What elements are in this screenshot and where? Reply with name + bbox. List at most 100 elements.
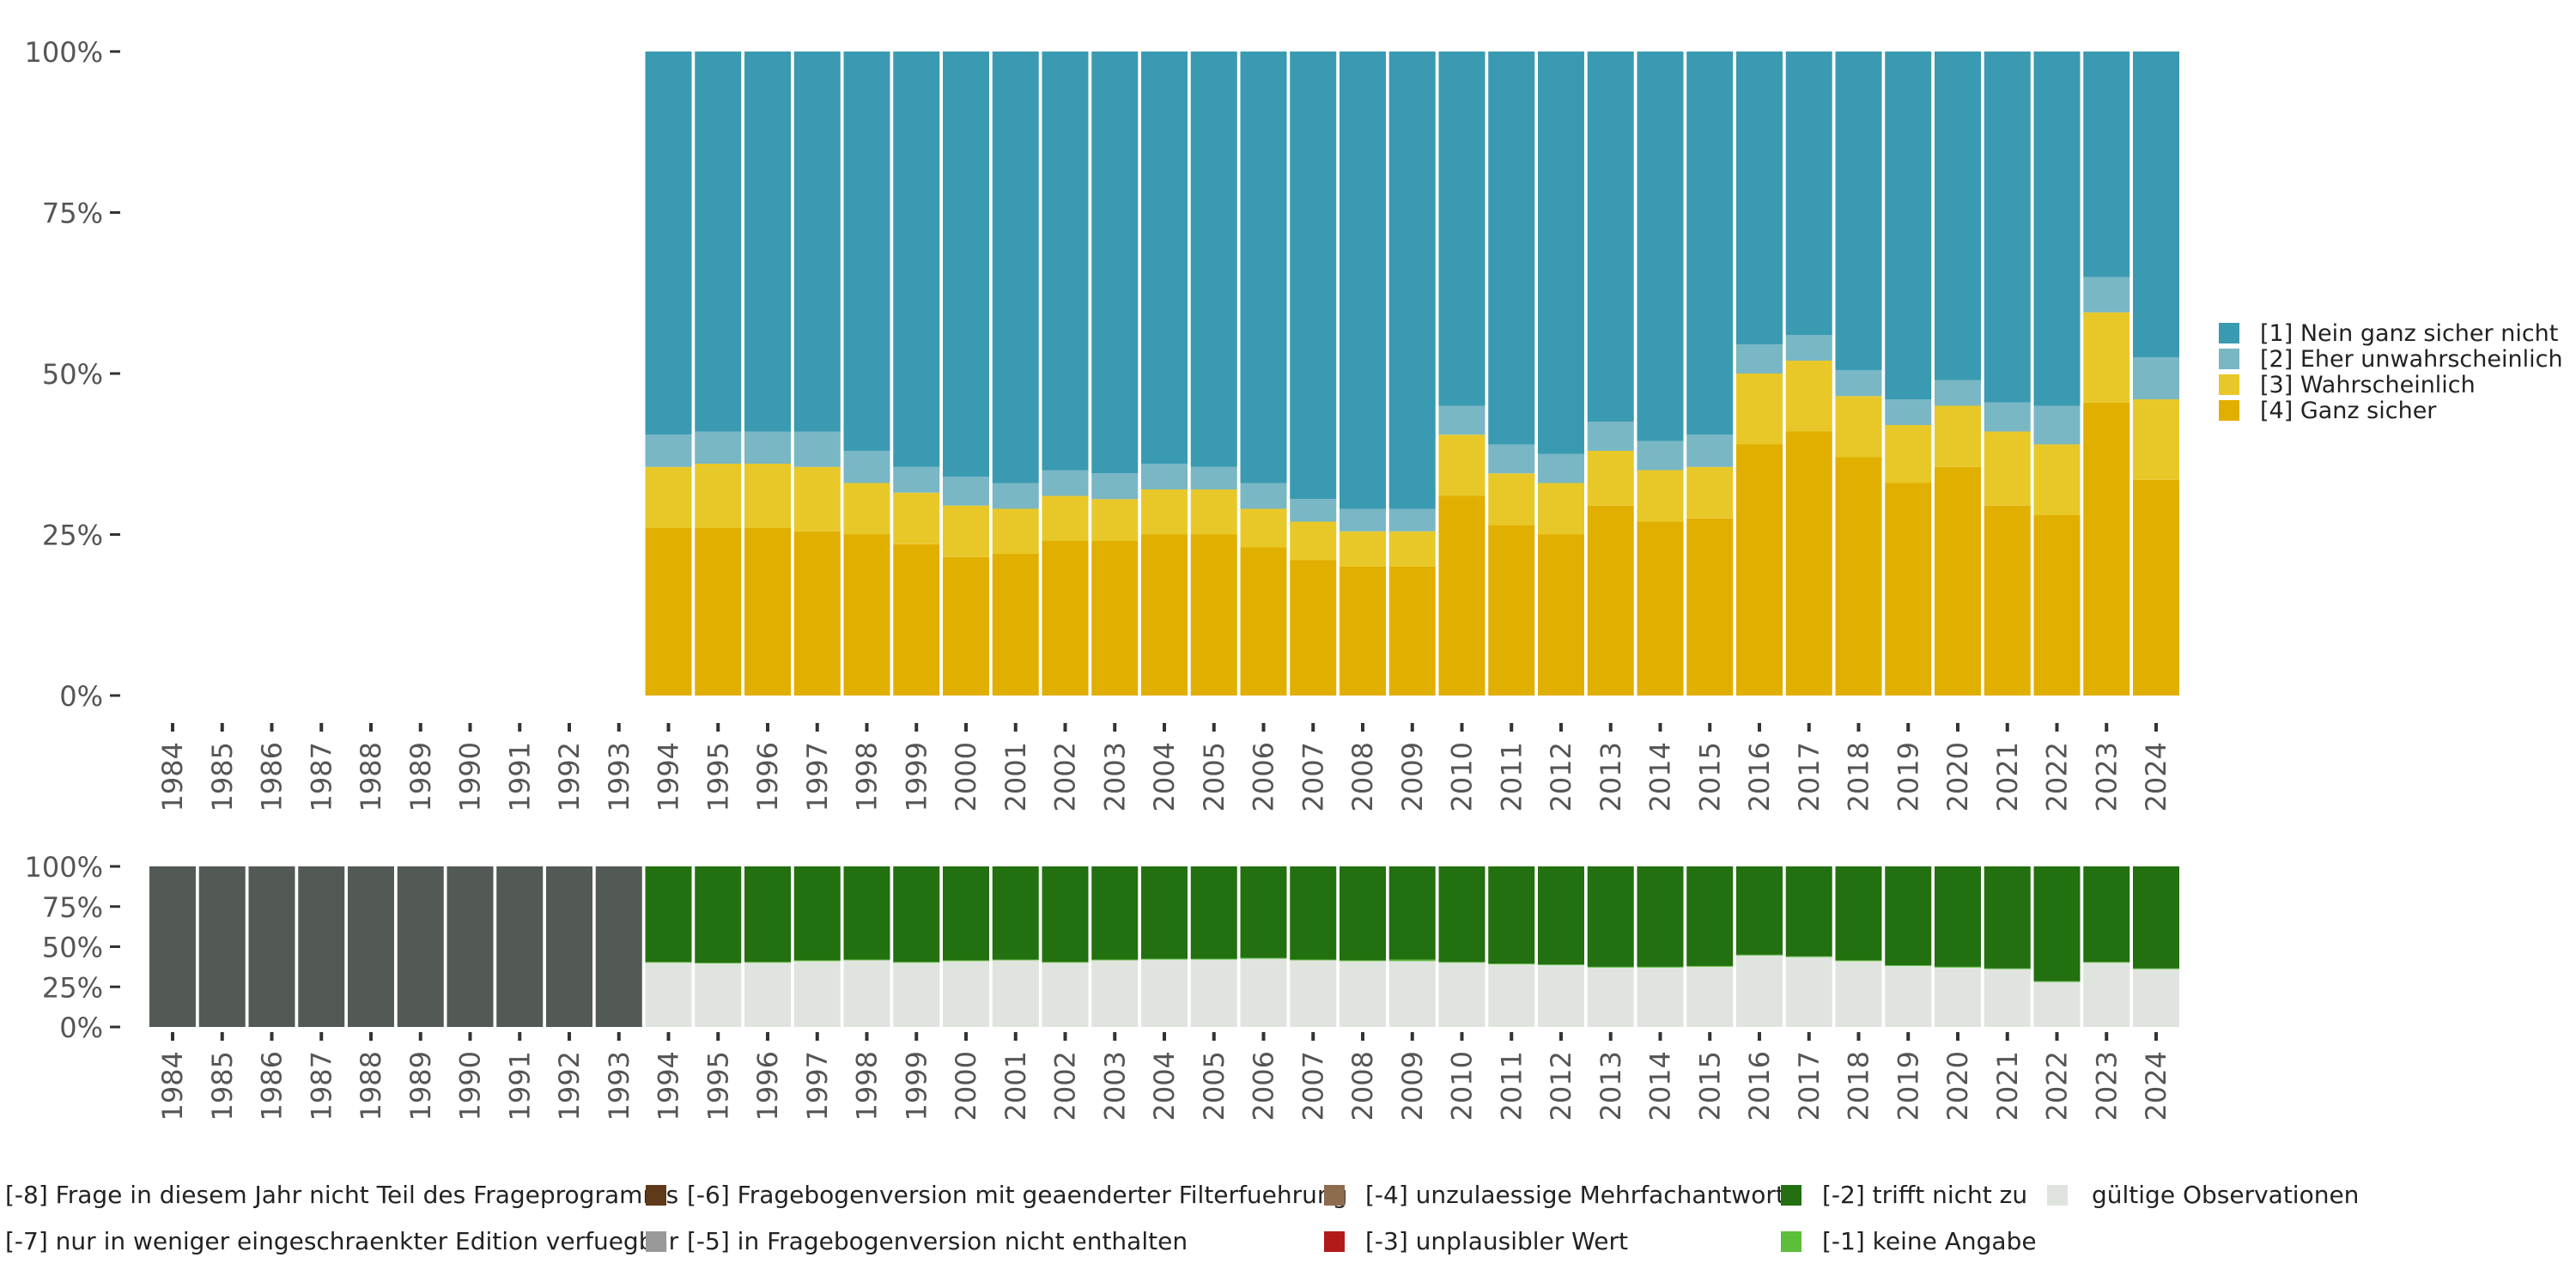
bar-segment: [1290, 560, 1337, 696]
x-tick-label: 1987: [305, 1051, 337, 1121]
bar-segment: [1091, 499, 1139, 541]
x-tick-label: 1994: [653, 742, 685, 811]
bar-segment: [744, 431, 791, 464]
bar-segment: [1538, 866, 1584, 965]
x-tick-label: 1992: [553, 1051, 586, 1121]
y-tick-label: 25%: [42, 971, 103, 1004]
bar-segment: [1340, 531, 1386, 567]
bar-segment: [248, 866, 295, 1027]
bar-segment: [1587, 422, 1634, 451]
bar-segment: [1388, 508, 1436, 532]
x-tick-label: 1991: [503, 1051, 536, 1121]
x-tick-label: 1995: [702, 1051, 734, 1121]
bottom-chart: 0% 25% 50% 75% 100% 1984 1985 1986 1987 1988 1989…: [25, 851, 2179, 1121]
legend-swatch: [2219, 374, 2239, 395]
x-tick-label: 2002: [1049, 1051, 1082, 1121]
bar-segment: [744, 52, 791, 432]
bar-segment: [1438, 962, 1485, 963]
bar-segment: [1984, 52, 2031, 403]
bar-segment: [1388, 959, 1436, 962]
x-tick-label: 1993: [603, 1051, 635, 1121]
bar-segment: [893, 866, 940, 963]
bar-segment: [695, 963, 742, 1027]
x-tick-label: 1984: [156, 1051, 189, 1121]
x-tick-label: 2008: [1346, 742, 1379, 811]
bar-segment: [843, 534, 890, 696]
bar-segment: [397, 866, 444, 1027]
bar-segment: [1438, 866, 1485, 963]
bar-segment: [2083, 276, 2130, 313]
bar-segment: [1438, 495, 1485, 696]
bar-segment: [2083, 962, 2130, 963]
x-tick-label: 2005: [1198, 1051, 1230, 1121]
bar-segment: [1835, 396, 1882, 458]
x-tick-label: 1991: [503, 742, 536, 811]
bar-segment: [1885, 483, 1932, 696]
bar-segment: [645, 963, 692, 1027]
x-tick-label: 2010: [1446, 1051, 1479, 1121]
legend-swatch: [2047, 1185, 2068, 1206]
y-tick-label: 100%: [25, 851, 103, 884]
bar-segment: [1488, 866, 1535, 964]
x-tick-label: 2012: [1545, 1051, 1577, 1121]
bar-segment: [1438, 434, 1485, 496]
bar-segment: [1240, 483, 1287, 509]
legend-label: [-7] nur in weniger eingeschraenkter Edi…: [5, 1227, 679, 1255]
bar-segment: [1785, 335, 1832, 361]
top-chart: 0% 25% 50% 75% 100% 1984 1985 1986 1987 1988 1989…: [25, 36, 2563, 811]
bar-segment: [1736, 374, 1783, 445]
x-tick-label: 1990: [454, 742, 487, 811]
bar-segment: [1340, 866, 1386, 961]
bar-segment: [1935, 866, 1981, 967]
y-tick-label: 50%: [42, 932, 103, 964]
bar-segment: [1141, 464, 1188, 489]
bar-segment: [1935, 52, 1981, 380]
bar-segment: [893, 544, 940, 696]
x-tick-label: 2024: [2140, 742, 2172, 811]
bar-segment: [1141, 489, 1188, 535]
x-tick-label: 2000: [950, 1051, 982, 1121]
bar-segment: [2133, 52, 2179, 358]
bar-segment: [1637, 52, 1684, 441]
legend-swatch: [1781, 1231, 1801, 1252]
bar-segment: [1240, 958, 1287, 1028]
x-tick-label: 1999: [900, 1051, 933, 1121]
x-tick-label: 2017: [1793, 742, 1826, 811]
x-tick-label: 1988: [355, 1051, 387, 1121]
bar-segment: [893, 962, 940, 963]
x-tick-label: 2004: [1148, 742, 1181, 811]
bar-segment: [843, 483, 890, 535]
x-tick-label: 2023: [2090, 1051, 2123, 1121]
bar-segment: [1885, 866, 1932, 966]
bar-segment: [1984, 969, 2031, 1027]
x-tick-label: 1997: [801, 1051, 834, 1121]
bar-segment: [2033, 52, 2081, 406]
bar-segment: [1686, 866, 1734, 966]
y-tick-label: 75%: [42, 891, 103, 924]
bar-segment: [1190, 489, 1237, 535]
bar-segment: [1340, 508, 1386, 532]
bottom-legend: [-8] Frage in diesem Jahr nicht Teil des…: [5, 1181, 2359, 1255]
x-tick-label: 2016: [1743, 1051, 1776, 1121]
x-tick-label: 2014: [1644, 1051, 1677, 1121]
bar-segment: [1885, 399, 1932, 425]
x-tick-label: 2007: [1297, 742, 1329, 811]
bar-segment: [793, 960, 841, 962]
bar-segment: [1538, 453, 1584, 483]
bar-segment: [843, 451, 890, 483]
bottom-x-axis: 1984 1985 1986 1987 1988 1989 1990 1991 1992 1993…: [156, 1032, 2172, 1121]
x-tick-label: 2012: [1545, 742, 1577, 811]
bar-segment: [1637, 440, 1684, 471]
bar-segment: [348, 866, 394, 1027]
bar-segment: [1785, 866, 1832, 957]
x-tick-label: 2002: [1049, 742, 1082, 811]
bar-segment: [1340, 961, 1386, 1027]
bar-segment: [1141, 534, 1188, 696]
x-tick-label: 1993: [603, 742, 635, 811]
bar-segment: [1240, 547, 1287, 696]
bar-segment: [943, 52, 989, 477]
x-tick-label: 2011: [1495, 1051, 1528, 1121]
bar-segment: [2133, 357, 2179, 399]
x-tick-label: 1992: [553, 742, 586, 811]
